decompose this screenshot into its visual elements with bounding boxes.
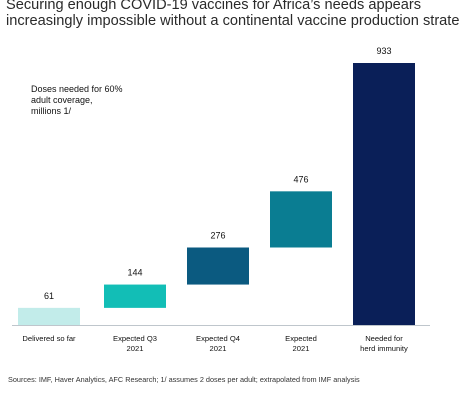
category-label-3-line-1: Expected Q4 [196,334,240,343]
bar-1 [18,307,80,325]
chart-title-line-2: increasingly impossible without a contin… [6,13,460,29]
bar-5 [353,63,415,325]
category-label-4-line-2: 2021 [293,344,310,353]
data-label-2: 144 [127,268,142,278]
category-label-5-line-2: herd immunity [360,344,408,353]
category-label-2-line-2: 2021 [127,344,144,353]
chart-title-line-1: Securing enough COVID-19 vaccines for Af… [6,0,422,13]
data-label-1: 61 [44,291,54,301]
data-label-3: 276 [210,230,225,240]
category-label-2-line-1: Expected Q3 [113,334,157,343]
category-label-3-line-2: 2021 [210,344,227,353]
data-label-5: 933 [376,46,391,56]
category-label-5-line-1: Needed for [365,334,403,343]
category-label-4-line-1: Expected [285,334,317,343]
source-note: Sources: IMF, Haver Analytics, AFC Resea… [8,375,360,384]
category-label-1-line-1: Delivered so far [22,334,76,343]
data-label-4: 476 [293,174,308,184]
annotation-line-3: millions 1/ [31,106,72,116]
bar-4 [270,191,332,248]
annotation-line-1: Doses needed for 60% [31,84,123,94]
chart-title: Securing enough COVID-19 vaccines for Af… [6,0,460,29]
annotation-line-2: adult coverage, [31,95,93,105]
bar-2 [104,284,166,308]
bar-3 [187,247,249,285]
